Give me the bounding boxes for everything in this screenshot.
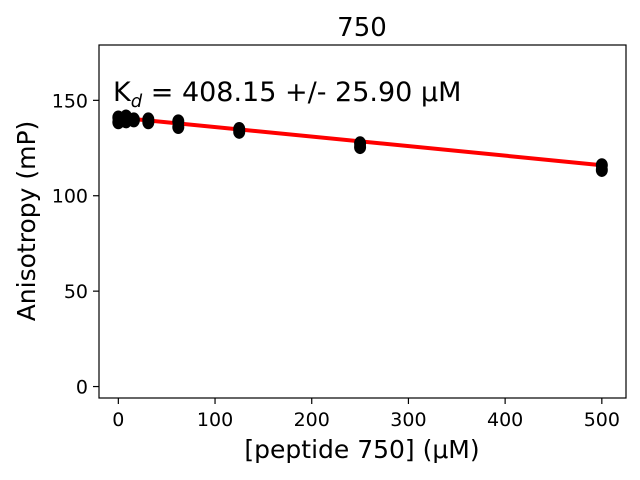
kd-annotation: Kd = 408.15 +/- 25.90 μM xyxy=(113,77,461,112)
data-point xyxy=(233,124,246,139)
x-tick-label: 500 xyxy=(584,409,620,431)
x-axis: 0 100 200 300 400 500 xyxy=(112,398,620,431)
points-layer xyxy=(112,109,608,177)
y-tick-label: 0 xyxy=(76,377,88,399)
y-axis: 0 50 100 150 xyxy=(52,90,99,399)
x-tick-label: 300 xyxy=(390,409,426,431)
data-point xyxy=(142,115,155,130)
y-tick-label: 100 xyxy=(52,186,88,208)
x-axis-title: [peptide 750] (μM) xyxy=(244,435,479,464)
kd-annotation-prefix: K xyxy=(113,77,132,108)
y-tick-label: 150 xyxy=(52,90,88,112)
x-tick-label: 400 xyxy=(487,409,523,431)
x-tick-label: 100 xyxy=(197,409,233,431)
chart-title: 750 xyxy=(337,13,387,43)
data-point xyxy=(354,140,367,155)
x-tick-label: 0 xyxy=(112,409,124,431)
plot-area xyxy=(98,44,627,399)
data-point xyxy=(595,162,608,177)
data-point xyxy=(127,113,140,128)
x-tick-label: 200 xyxy=(294,409,330,431)
kd-annotation-subscript: d xyxy=(131,91,143,112)
data-point xyxy=(172,120,185,135)
kd-annotation-value: = 408.15 +/- 25.90 μM xyxy=(142,77,461,108)
y-axis-title: Anisotropy (mP) xyxy=(12,121,41,322)
y-tick-label: 50 xyxy=(64,281,88,303)
